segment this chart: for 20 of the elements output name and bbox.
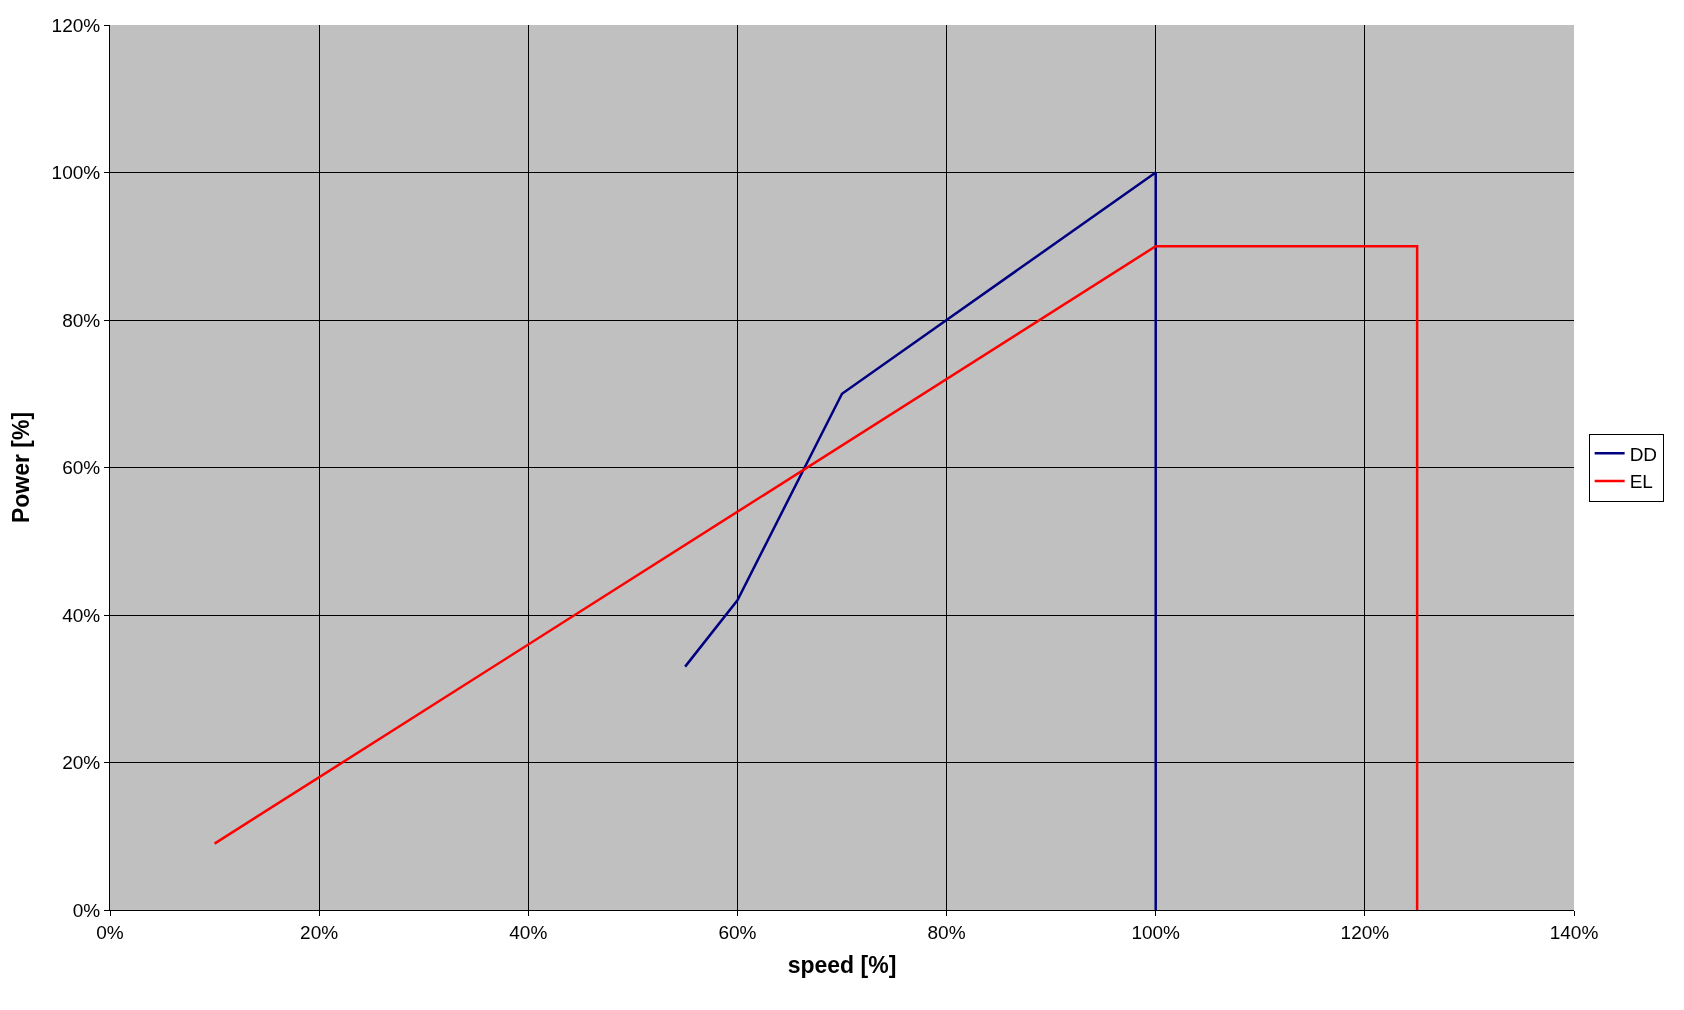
x-tick-label: 120% xyxy=(1340,921,1390,943)
y-tick-label: 120% xyxy=(51,14,101,36)
y-tick-label: 20% xyxy=(62,752,101,774)
x-tick-label: 20% xyxy=(300,921,339,943)
y-tick-label: 100% xyxy=(51,162,101,184)
y-tick-label: 40% xyxy=(62,604,101,626)
x-tick-label: 40% xyxy=(509,921,548,943)
x-tick-label: 100% xyxy=(1131,921,1181,943)
legend-label: EL xyxy=(1629,471,1653,493)
x-tick-label: 140% xyxy=(1549,921,1599,943)
x-tick-label: 80% xyxy=(927,921,966,943)
x-tick-label: 60% xyxy=(718,921,757,943)
x-axis-title: speed [%] xyxy=(787,952,897,979)
y-tick-label: 80% xyxy=(62,309,101,331)
y-axis-title: Power [%] xyxy=(8,411,35,524)
x-tick-label: 0% xyxy=(96,921,124,943)
y-tick-label: 0% xyxy=(72,899,101,921)
legend-label: DD xyxy=(1629,443,1658,465)
y-tick-label: 60% xyxy=(62,457,101,479)
line-series xyxy=(683,171,1157,910)
